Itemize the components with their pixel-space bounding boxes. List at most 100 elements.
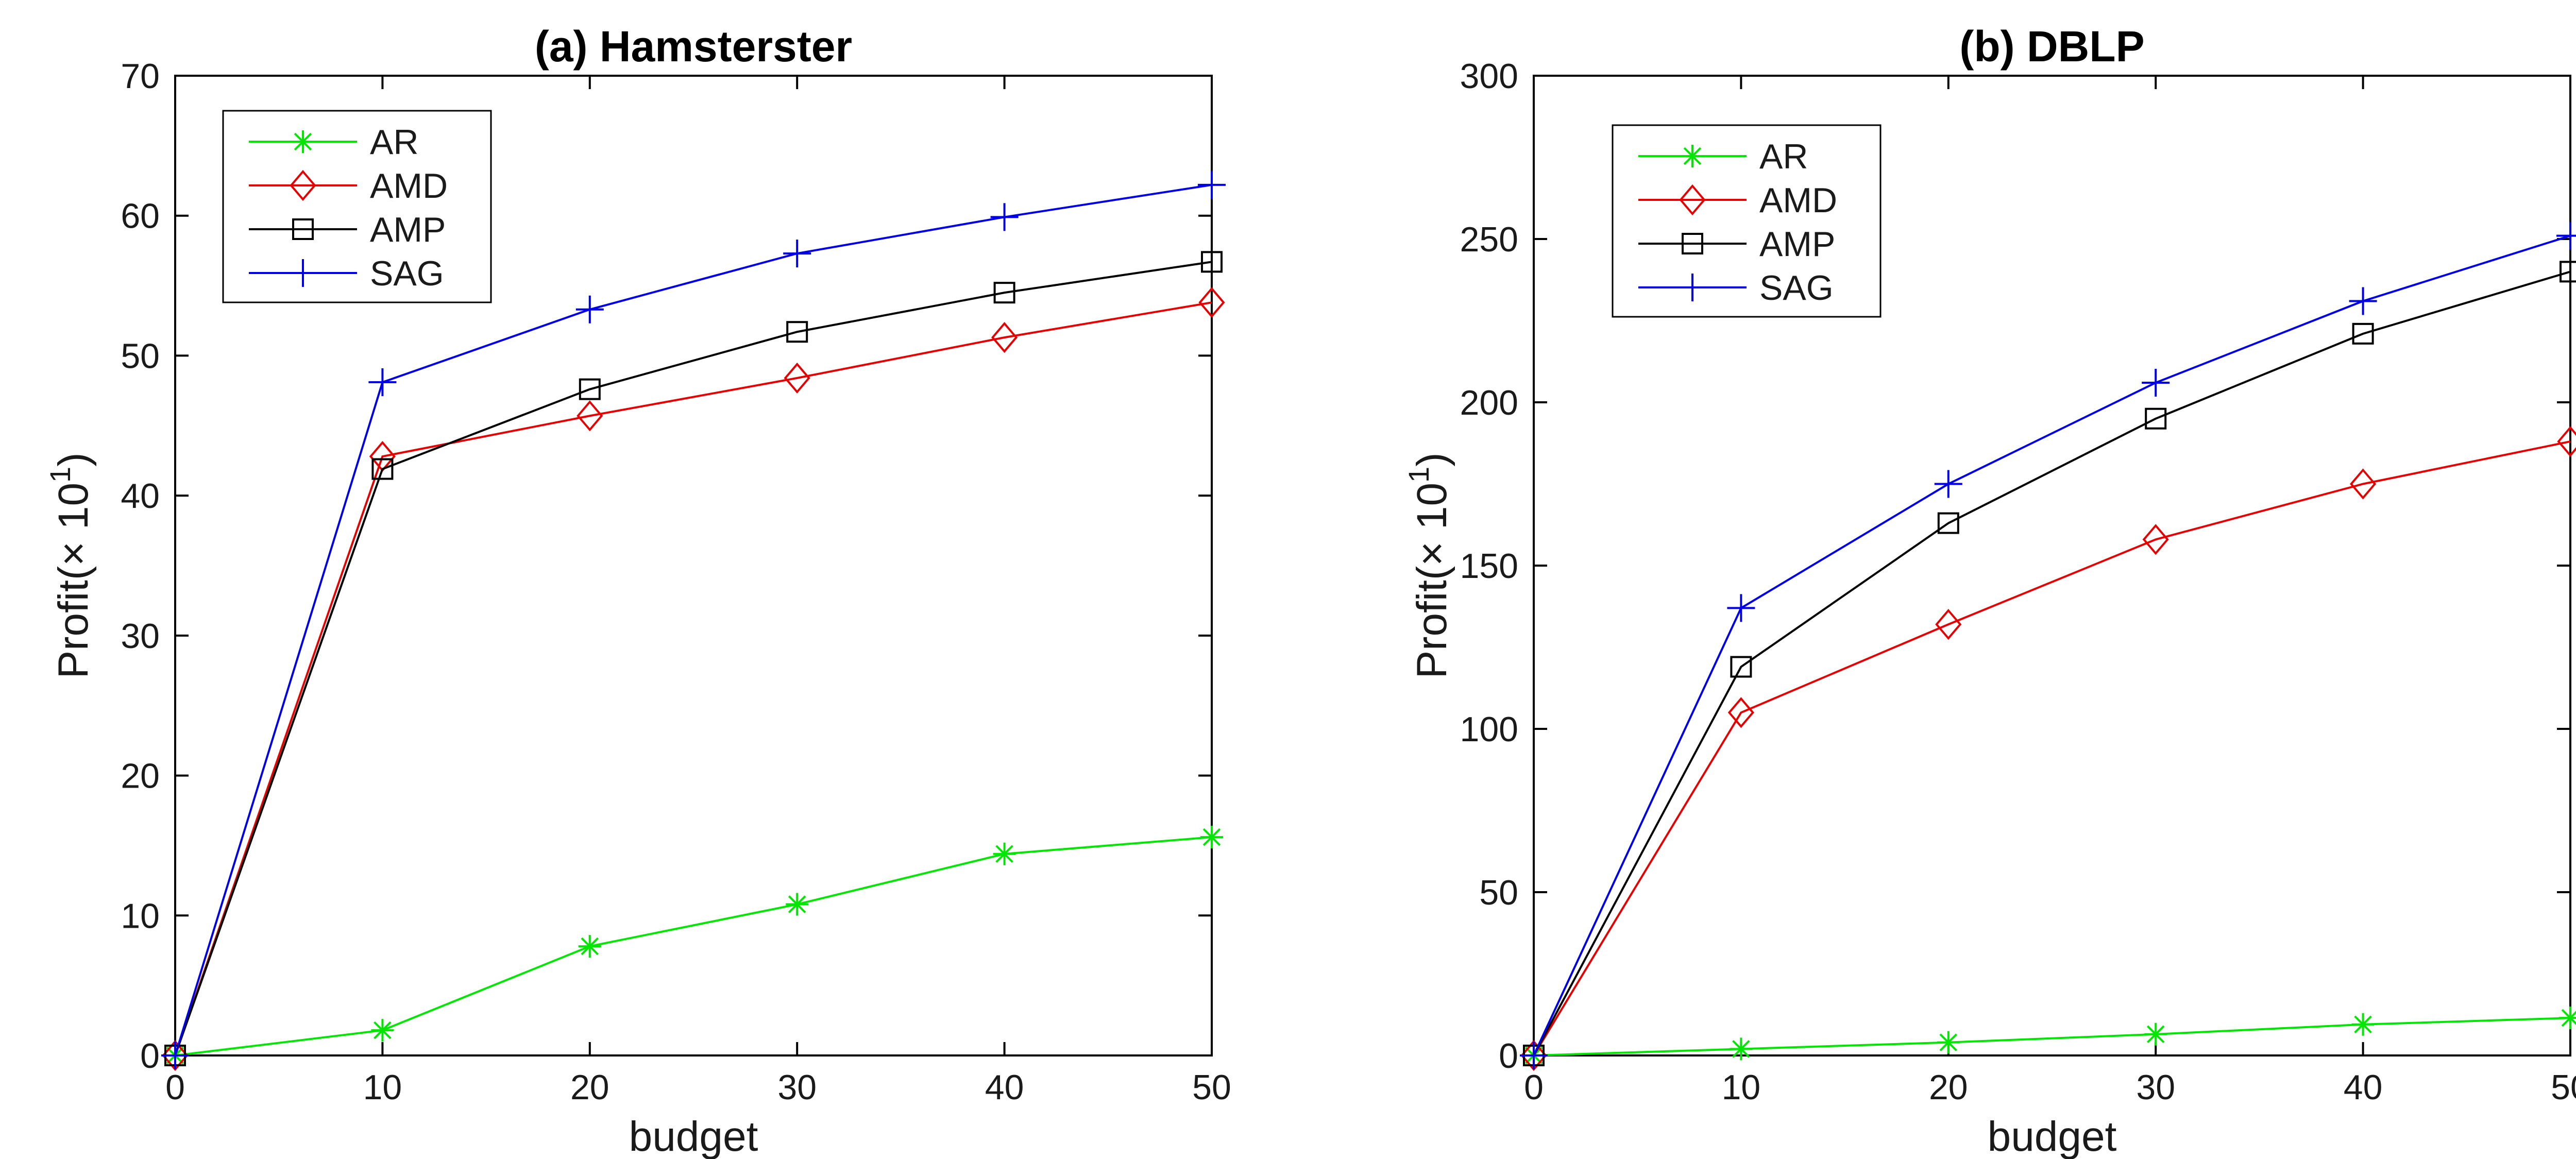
y-axis-label: Profit(× 101) <box>1402 452 1455 678</box>
series-sag <box>161 171 1226 1069</box>
x-tick-label: 0 <box>1524 1068 1544 1107</box>
data-point-sag <box>1198 171 1226 199</box>
panel-dblp: 0 10 20 30 40 50 0 50 100 150 200 250 300 (b) DBLP bud… <box>1402 22 2576 1159</box>
data-point-sag <box>368 368 397 397</box>
y-axis-label-exponent: 1 <box>44 467 76 483</box>
y-tick-label: 150 <box>1460 547 1518 586</box>
data-point-ar <box>1937 1031 1960 1054</box>
data-point-sag <box>2142 368 2170 397</box>
legend-marker-amp <box>292 218 314 240</box>
data-point-sag <box>783 240 811 268</box>
data-point-sag <box>1727 594 1755 622</box>
series-line-ar <box>1533 1017 2571 1056</box>
x-tick-label: 50 <box>1192 1068 1231 1107</box>
x-tick-label: 20 <box>1929 1068 1968 1107</box>
data-point-amd <box>1198 287 1225 318</box>
series-amp <box>1523 261 2576 1066</box>
legend-label-amp: AMP <box>1759 225 1835 264</box>
series-line-sag <box>1533 234 2571 1056</box>
data-point-sag <box>575 295 604 323</box>
data-point-sag <box>1934 470 1962 498</box>
data-point-amp <box>2145 407 2167 430</box>
legend-label-ar: AR <box>1759 137 1808 176</box>
data-point-amd <box>1727 697 1754 728</box>
data-point-amp <box>1201 251 1223 273</box>
series-amd <box>1520 425 2576 1071</box>
y-tick-label: 0 <box>140 1036 160 1076</box>
chart-title: (b) DBLP <box>1959 22 2144 71</box>
data-point-sag <box>161 1042 189 1069</box>
data-point-amp <box>1730 656 1752 678</box>
legend-label-sag: SAG <box>370 254 444 293</box>
x-tick-label: 40 <box>2344 1068 2383 1107</box>
data-point-ar <box>1730 1037 1753 1061</box>
series-line-amd <box>174 301 1212 1056</box>
data-point-ar <box>2144 1022 2167 1046</box>
x-tick-label: 20 <box>570 1068 609 1107</box>
series-amp <box>164 251 1223 1066</box>
data-point-amd <box>2142 524 2169 555</box>
series-line-amp <box>174 261 1212 1056</box>
chart-title: (a) Hamsterster <box>535 22 852 71</box>
series-amd <box>162 287 1225 1071</box>
y-tick-label: 200 <box>1460 383 1518 422</box>
data-point-amd <box>1935 609 1962 640</box>
x-tick-label: 0 <box>165 1068 185 1107</box>
data-point-ar <box>786 893 809 916</box>
y-tick-label: 50 <box>1479 873 1518 912</box>
x-tick-label: 10 <box>1722 1068 1761 1107</box>
y-axis-label: Profit(× 101) <box>44 452 97 678</box>
data-point-ar <box>2351 1013 2375 1036</box>
x-tick-label: 50 <box>2551 1068 2576 1107</box>
data-point-amp <box>2352 322 2374 345</box>
series-line-amd <box>1533 440 2571 1056</box>
legend-marker-ar <box>292 130 314 153</box>
y-tick-label: 10 <box>121 896 160 935</box>
data-point-ar <box>578 935 601 958</box>
data-point-ar <box>1200 826 1223 849</box>
y-axis-label-close: ) <box>50 452 97 466</box>
data-point-amp <box>371 458 394 480</box>
x-tick-label: 30 <box>777 1068 817 1107</box>
legend-marker-amd <box>290 169 316 201</box>
y-tick-label: 70 <box>121 57 160 96</box>
y-tick-label: 20 <box>121 757 160 796</box>
legend: AR AMD AMP SAG <box>222 110 492 303</box>
y-tick-label: 250 <box>1460 220 1518 259</box>
series-ar <box>1522 1007 2576 1067</box>
data-point-ar <box>2559 1007 2576 1030</box>
data-point-amp <box>579 378 601 400</box>
legend-marker-ar <box>1681 145 1704 167</box>
y-tick-label: 40 <box>121 476 160 516</box>
legend-label-ar: AR <box>370 123 418 162</box>
y-tick-label: 0 <box>1499 1036 1518 1076</box>
y-tick-label: 100 <box>1460 710 1518 749</box>
data-point-amp <box>786 321 808 343</box>
series-ar <box>164 826 1223 1067</box>
data-point-amp <box>2560 261 2576 283</box>
legend-marker-sag <box>1679 274 1706 301</box>
y-tick-label: 50 <box>121 336 160 376</box>
data-point-amd <box>577 400 603 432</box>
y-axis-label-close: ) <box>1409 452 1455 466</box>
legend-marker-amd <box>1679 184 1706 216</box>
data-point-sag <box>1520 1042 1548 1069</box>
panel-hamsterster: 0 10 20 30 40 50 0 10 20 30 40 50 60 70 (a) Hamsterste… <box>44 22 1231 1159</box>
data-point-amp <box>993 282 1015 304</box>
series-line-amp <box>1533 270 2571 1056</box>
data-point-sag <box>990 203 1019 231</box>
series-line-ar <box>175 836 1212 1056</box>
y-axis-label-main: Profit(× 10 <box>1409 483 1455 679</box>
x-tick-label: 10 <box>363 1068 402 1107</box>
series-line-sag <box>174 183 1212 1056</box>
legend-label-amd: AMD <box>370 166 448 206</box>
legend-label-amp: AMP <box>370 210 446 249</box>
y-tick-label: 300 <box>1460 57 1518 96</box>
data-point-amd <box>2350 468 2377 500</box>
data-point-amp <box>1937 512 1959 534</box>
legend-marker-amp <box>1682 233 1703 254</box>
data-point-amd <box>2557 425 2576 457</box>
legend: AR AMD AMP SAG <box>1612 124 1882 318</box>
data-point-ar <box>993 842 1016 865</box>
